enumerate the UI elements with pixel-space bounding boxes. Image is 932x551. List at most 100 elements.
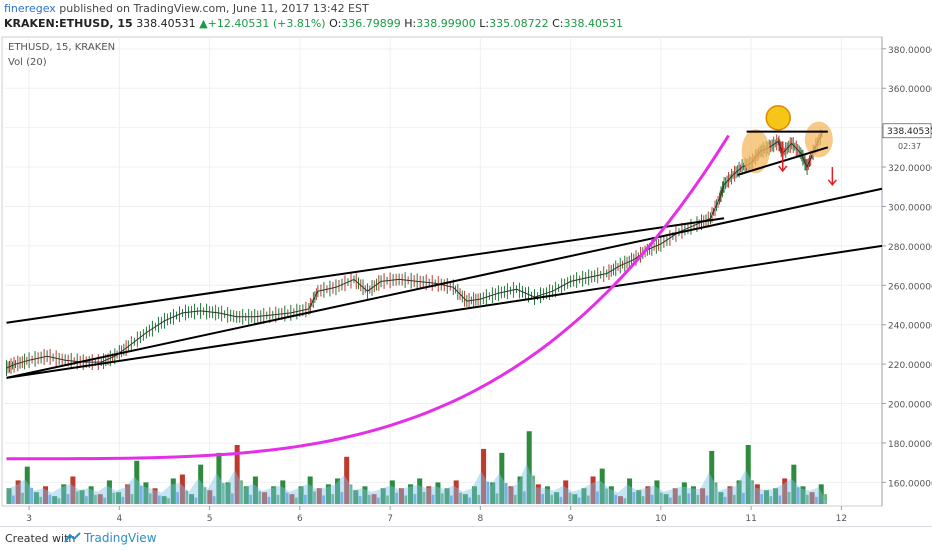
close-value: 338.40531 — [563, 17, 624, 30]
volume-bar — [769, 496, 773, 504]
volume-bar — [148, 493, 152, 504]
volume-bar — [641, 496, 645, 504]
volume-bar — [426, 486, 432, 504]
volume-bar — [97, 494, 103, 504]
volume-bar — [554, 492, 560, 504]
volume-bar — [572, 494, 578, 504]
volume-bar — [322, 495, 326, 504]
volume-bar — [234, 445, 240, 504]
volume-bar — [61, 484, 67, 504]
volume-bar — [742, 492, 745, 504]
volume-bar — [52, 496, 58, 504]
parabolic-curve — [6, 134, 730, 461]
high-label: H: — [404, 17, 417, 30]
volume-bar — [663, 494, 669, 504]
volume-bar — [577, 497, 581, 504]
volume-bar — [504, 483, 508, 504]
volume-bar — [79, 490, 85, 504]
volume-bar — [471, 486, 477, 504]
volume-bar — [544, 486, 550, 504]
symbol-label: KRAKEN:ETHUSD, 15 — [4, 17, 133, 30]
tradingview-brand[interactable]: TradingView — [84, 531, 157, 545]
volume-bar — [714, 482, 718, 504]
x-tick-label: 7 — [387, 514, 393, 524]
volume-bar — [563, 480, 569, 504]
series-legend[interactable]: ETHUSD, 15, KRAKEN — [8, 42, 116, 53]
volume-bar — [773, 488, 779, 504]
y-tick-label: 320.00000 — [888, 164, 932, 174]
head-marker — [765, 105, 791, 131]
volume-legend[interactable]: Vol (20) — [8, 57, 47, 68]
volume-bar — [121, 496, 125, 504]
volume-bar — [459, 492, 462, 504]
volume-bar — [745, 445, 751, 504]
volume-bar — [681, 482, 687, 504]
volume-bar — [818, 484, 824, 504]
volume-bar — [243, 486, 249, 504]
open-value: 336.79899 — [341, 17, 401, 30]
volume-bar — [468, 497, 472, 504]
volume-bar — [462, 494, 468, 504]
volume-bar — [435, 482, 441, 504]
volume-bar — [513, 494, 517, 504]
volume-bar — [431, 494, 435, 504]
high-value: 338.99900 — [416, 17, 476, 30]
y-tick-label: 260.00000 — [888, 282, 932, 292]
volume-bar — [495, 493, 499, 504]
volume-bar — [623, 498, 627, 504]
volume-bar — [304, 494, 307, 504]
volume-bar — [796, 487, 800, 504]
volume-bar — [422, 492, 426, 504]
volume-bar — [139, 485, 143, 504]
volume-bar — [271, 486, 277, 504]
volume-bar — [754, 484, 760, 504]
author-name[interactable]: fineregex — [4, 2, 56, 15]
volume-bar — [782, 478, 788, 504]
volume-bar — [617, 496, 623, 504]
volume-bar — [170, 478, 176, 504]
volume-bar — [15, 480, 21, 504]
x-tick-label: 4 — [116, 514, 122, 524]
volume-bar — [477, 494, 481, 504]
volume-bar — [294, 497, 298, 504]
volume-bar — [444, 488, 450, 504]
volume-bar — [732, 494, 736, 504]
target-arrow-icon — [778, 165, 788, 173]
price-chart[interactable]: 160.00000 180.00000 200.00000 220.00000 240.… — [0, 0, 932, 526]
volume-bar — [66, 494, 70, 504]
created-with-text: Created with — [5, 532, 76, 545]
volume-bar — [88, 486, 94, 504]
volume-bar — [313, 491, 316, 504]
volume-bar — [508, 486, 514, 504]
volume-bar — [535, 484, 541, 504]
volume-bar — [499, 452, 505, 504]
volume-bar — [231, 493, 234, 504]
volume-bar — [632, 492, 636, 504]
y-tick-label: 180.00000 — [888, 440, 932, 450]
volume-bar — [678, 495, 681, 504]
volume-bar — [450, 495, 453, 504]
volume-bar — [106, 480, 112, 504]
left-shoulder — [741, 129, 770, 174]
volume-bar — [380, 488, 386, 504]
low-value: 335.08722 — [489, 17, 549, 30]
volume-bar — [481, 448, 487, 504]
volume-bar — [75, 491, 79, 504]
volume-bar — [559, 496, 563, 504]
volume-bar — [550, 494, 554, 504]
volume-bar — [453, 480, 459, 504]
volume-bar — [727, 486, 733, 504]
volume-bar — [377, 497, 380, 504]
last-price-tag — [882, 123, 932, 139]
volume-bar — [614, 494, 618, 504]
volume-bar — [568, 492, 572, 504]
volume-bar — [11, 495, 15, 504]
volume-bar — [203, 487, 207, 504]
x-tick-label: 3 — [26, 514, 32, 524]
volume-bar — [344, 456, 350, 504]
volume-bar — [599, 468, 605, 504]
volume-bar — [690, 486, 696, 504]
last-price: 338.40531 — [136, 17, 196, 30]
y-tick-label: 200.00000 — [888, 401, 932, 411]
volume-bar — [161, 496, 167, 504]
